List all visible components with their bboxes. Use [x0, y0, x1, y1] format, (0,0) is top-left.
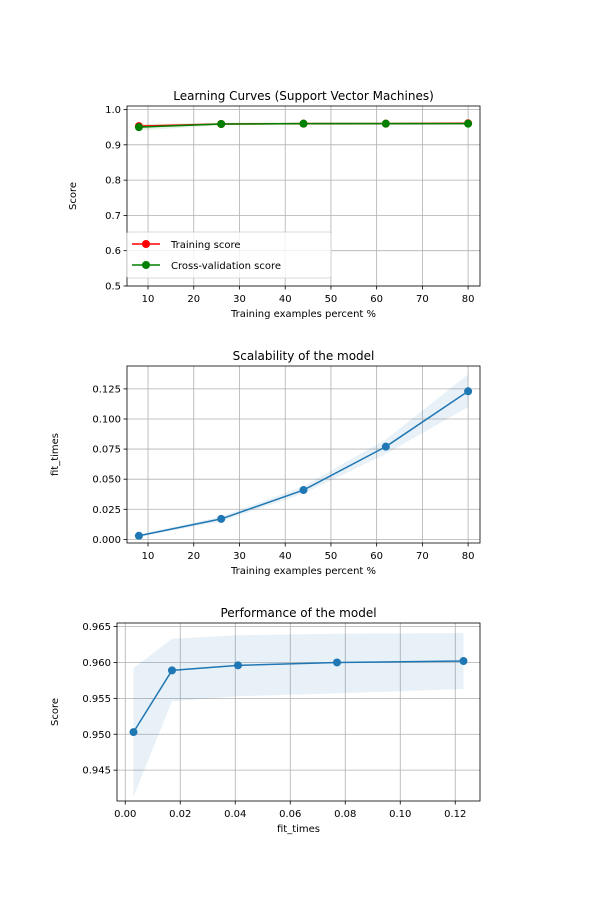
- x-tick-label: 50: [325, 551, 338, 562]
- x-tick-label: 0.04: [224, 809, 246, 820]
- x-tick-label: 0.02: [169, 809, 191, 820]
- x-axis-label: Training examples percent %: [230, 309, 376, 320]
- y-tick-label: 0.050: [92, 475, 121, 486]
- chart-title: Learning Curves (Support Vector Machines…: [173, 89, 434, 103]
- data-point: [464, 119, 473, 128]
- y-tick-label: 0.100: [92, 414, 121, 425]
- x-tick-label: 70: [416, 551, 429, 562]
- chart-panel-3: 0.00 0.02 0.04 0.06 0.08 0.10 0.12 0.945 0.950 0.…: [50, 606, 481, 835]
- x-tick-label: 80: [462, 551, 475, 562]
- y-tick-label: 0.7: [105, 211, 121, 222]
- y-tick-label: 0.960: [82, 658, 111, 669]
- x-tick-label: 20: [187, 294, 200, 305]
- x-tick-label: 10: [142, 551, 155, 562]
- legend-label: Training score: [170, 240, 241, 251]
- x-tick-label: 50: [325, 294, 338, 305]
- x-tick-label: 70: [416, 294, 429, 305]
- x-tick-label: 0.08: [334, 809, 356, 820]
- y-tick-label: 0.075: [92, 445, 121, 456]
- y-axis-label: Score: [68, 182, 79, 210]
- y-tick-label: 0.9: [105, 140, 121, 151]
- y-tick-label: 0.000: [92, 535, 121, 546]
- chart-title: Performance of the model: [220, 606, 376, 620]
- data-point: [381, 119, 390, 128]
- x-tick-label: 20: [187, 551, 200, 562]
- data-point: [129, 728, 138, 737]
- x-tick-label: 0.06: [279, 809, 301, 820]
- x-tick-label: 0.12: [444, 809, 466, 820]
- legend-marker: [142, 261, 150, 269]
- legend-label: Cross-validation score: [171, 261, 281, 272]
- data-point: [381, 442, 390, 451]
- series-band: [138, 374, 469, 537]
- y-axis-label: fit_times: [50, 433, 61, 476]
- x-tick-label: 60: [370, 294, 383, 305]
- y-tick-label: 0.025: [92, 505, 121, 516]
- data-point: [217, 514, 226, 523]
- chart-title: Scalability of the model: [233, 349, 375, 363]
- x-axis-label: fit_times: [277, 824, 320, 835]
- data-point: [168, 666, 176, 675]
- x-tick-label: 0.00: [114, 809, 136, 820]
- x-tick-label: 30: [233, 294, 246, 305]
- x-tick-label: 30: [233, 551, 246, 562]
- series-band: [133, 633, 464, 797]
- data-point: [299, 486, 308, 495]
- data-point: [299, 119, 308, 128]
- series-line: [138, 390, 469, 537]
- x-tick-label: 10: [142, 294, 155, 305]
- y-tick-label: 1.0: [105, 105, 121, 116]
- x-tick-label: 40: [279, 294, 292, 305]
- data-point: [464, 387, 473, 396]
- x-tick-label: 40: [279, 551, 292, 562]
- chart-panel-1: 10 20 30 40 50 60 70 80 0.5 0.6 0.7 0.8 0.9 1.0 Traini…: [68, 89, 481, 320]
- chart-panel-2: 10 20 30 40 50 60 70 80 0.000 0.025 0.050 0.075 0.10…: [50, 349, 481, 577]
- axes-frame: [116, 622, 481, 802]
- y-tick-label: 0.8: [105, 176, 121, 187]
- data-point: [217, 120, 226, 128]
- axes-frame: [126, 365, 481, 544]
- y-tick-label: 0.965: [82, 622, 111, 633]
- legend-box: [126, 231, 332, 279]
- y-tick-label: 0.6: [105, 246, 121, 257]
- data-point: [459, 657, 468, 666]
- data-point: [234, 661, 242, 670]
- x-tick-label: 80: [462, 294, 475, 305]
- data-point: [134, 123, 143, 132]
- x-axis-label: Training examples percent %: [230, 566, 376, 577]
- x-tick-label: 60: [370, 551, 383, 562]
- legend: Training score Cross-validation score: [126, 231, 332, 279]
- y-tick-label: 0.945: [82, 766, 111, 777]
- axes-frame: [126, 105, 481, 287]
- x-tick-label: 0.10: [389, 809, 411, 820]
- data-point: [134, 531, 143, 540]
- y-tick-label: 0.5: [105, 282, 121, 293]
- legend-marker: [142, 240, 150, 248]
- y-axis-label: Score: [50, 698, 61, 726]
- data-point: [333, 658, 341, 667]
- y-tick-label: 0.125: [92, 384, 121, 395]
- y-tick-label: 0.955: [82, 694, 111, 705]
- y-tick-label: 0.950: [82, 730, 111, 741]
